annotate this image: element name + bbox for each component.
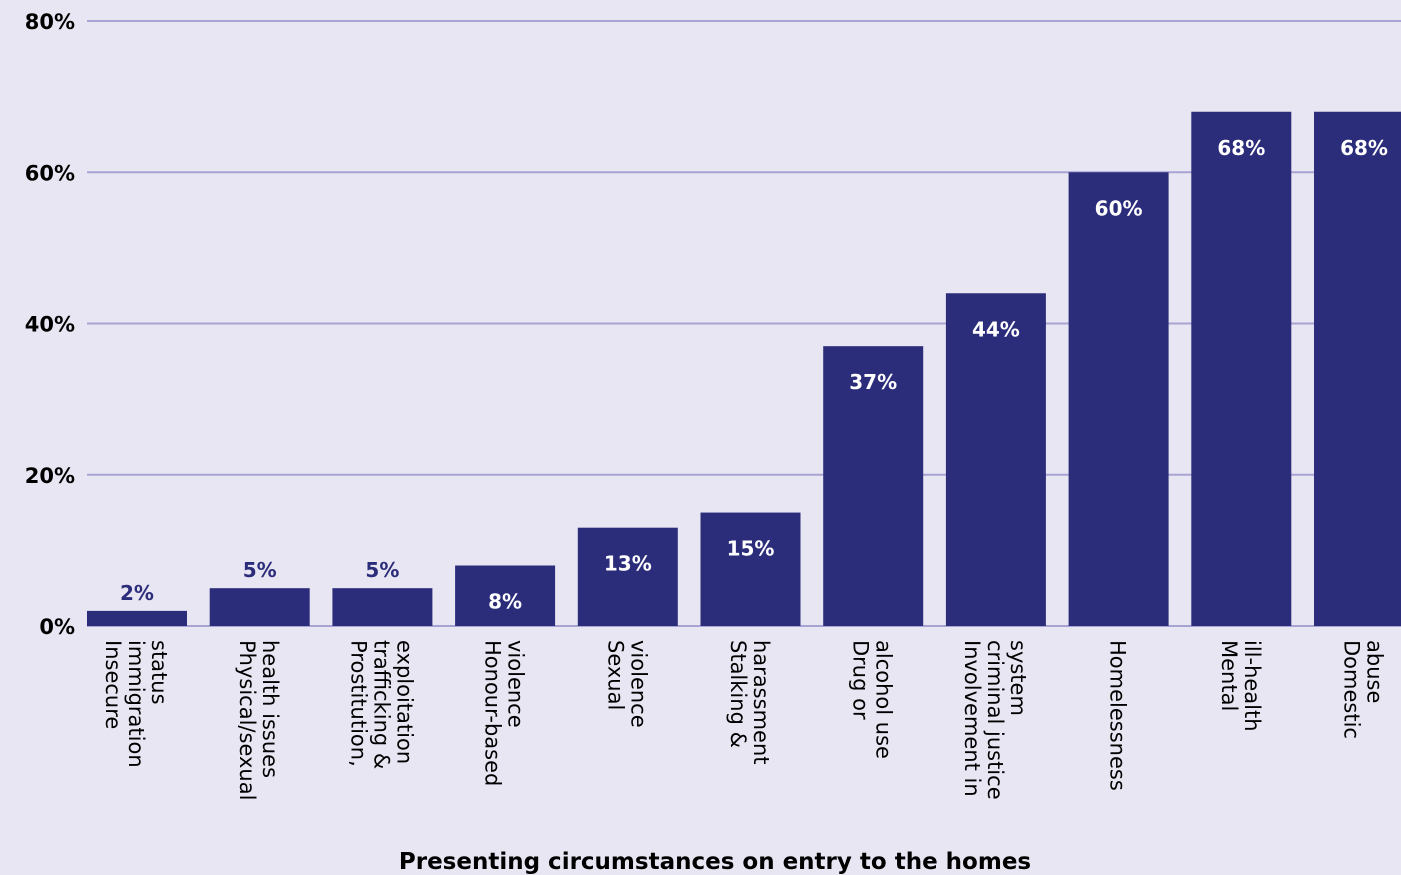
data-label: 2%	[120, 581, 154, 605]
bar	[87, 610, 187, 626]
data-label: 60%	[1095, 196, 1143, 220]
bar	[1314, 111, 1401, 626]
gridlines	[87, 20, 1401, 627]
y-tick-label: 0%	[39, 615, 75, 639]
data-label: 5%	[243, 558, 277, 582]
data-label: 68%	[1340, 136, 1388, 160]
x-axis-title: Presenting circumstances on entry to the…	[399, 849, 1031, 875]
data-label: 13%	[604, 552, 652, 576]
bar	[700, 512, 801, 626]
data-label: 44%	[972, 317, 1020, 341]
x-tick-label: Physical/sexualhealth issues	[235, 640, 282, 800]
x-tick-label: Stalking &harassment	[726, 640, 773, 764]
bars	[87, 111, 1401, 626]
bar	[1191, 111, 1292, 626]
bar	[455, 565, 556, 626]
data-label: 8%	[488, 590, 522, 614]
bar	[945, 293, 1046, 626]
x-tick-label: Sexualviolence	[603, 640, 650, 728]
bar	[332, 588, 433, 626]
data-label: 15%	[727, 537, 775, 561]
data-labels: 2% 5% 5% 8% 13% 15% 37% 44% 60% 68% 68%	[120, 136, 1388, 614]
data-label: 68%	[1217, 136, 1265, 160]
x-tick-label: Domesticabuse	[1340, 640, 1387, 739]
x-axis: Insecureimmigrationstatus Physical/sexual…	[101, 640, 1387, 800]
y-tick-label: 40%	[25, 313, 75, 337]
y-tick-label: 80%	[25, 10, 75, 34]
bar	[1068, 172, 1169, 626]
y-tick-label: 20%	[25, 464, 75, 488]
bar	[577, 527, 678, 626]
x-tick-label: Insecureimmigrationstatus	[101, 640, 171, 768]
y-axis: 0% 20% 40% 60% 80%	[25, 10, 75, 639]
bar	[823, 346, 924, 626]
x-tick-label: Mentalill-health	[1217, 640, 1264, 732]
x-tick-label: Homelessness	[1106, 640, 1130, 791]
data-label: 37%	[849, 370, 897, 394]
x-tick-label: Drug oralcohol use	[849, 640, 896, 759]
bar	[209, 588, 310, 626]
x-tick-label: Honour-basedviolence	[481, 640, 528, 786]
x-tick-label: Involvement incriminal justicesystem	[960, 640, 1030, 800]
y-tick-label: 60%	[25, 161, 75, 185]
data-label: 5%	[365, 558, 399, 582]
x-tick-label: Prostitution,trafficking &exploitation	[346, 640, 416, 769]
